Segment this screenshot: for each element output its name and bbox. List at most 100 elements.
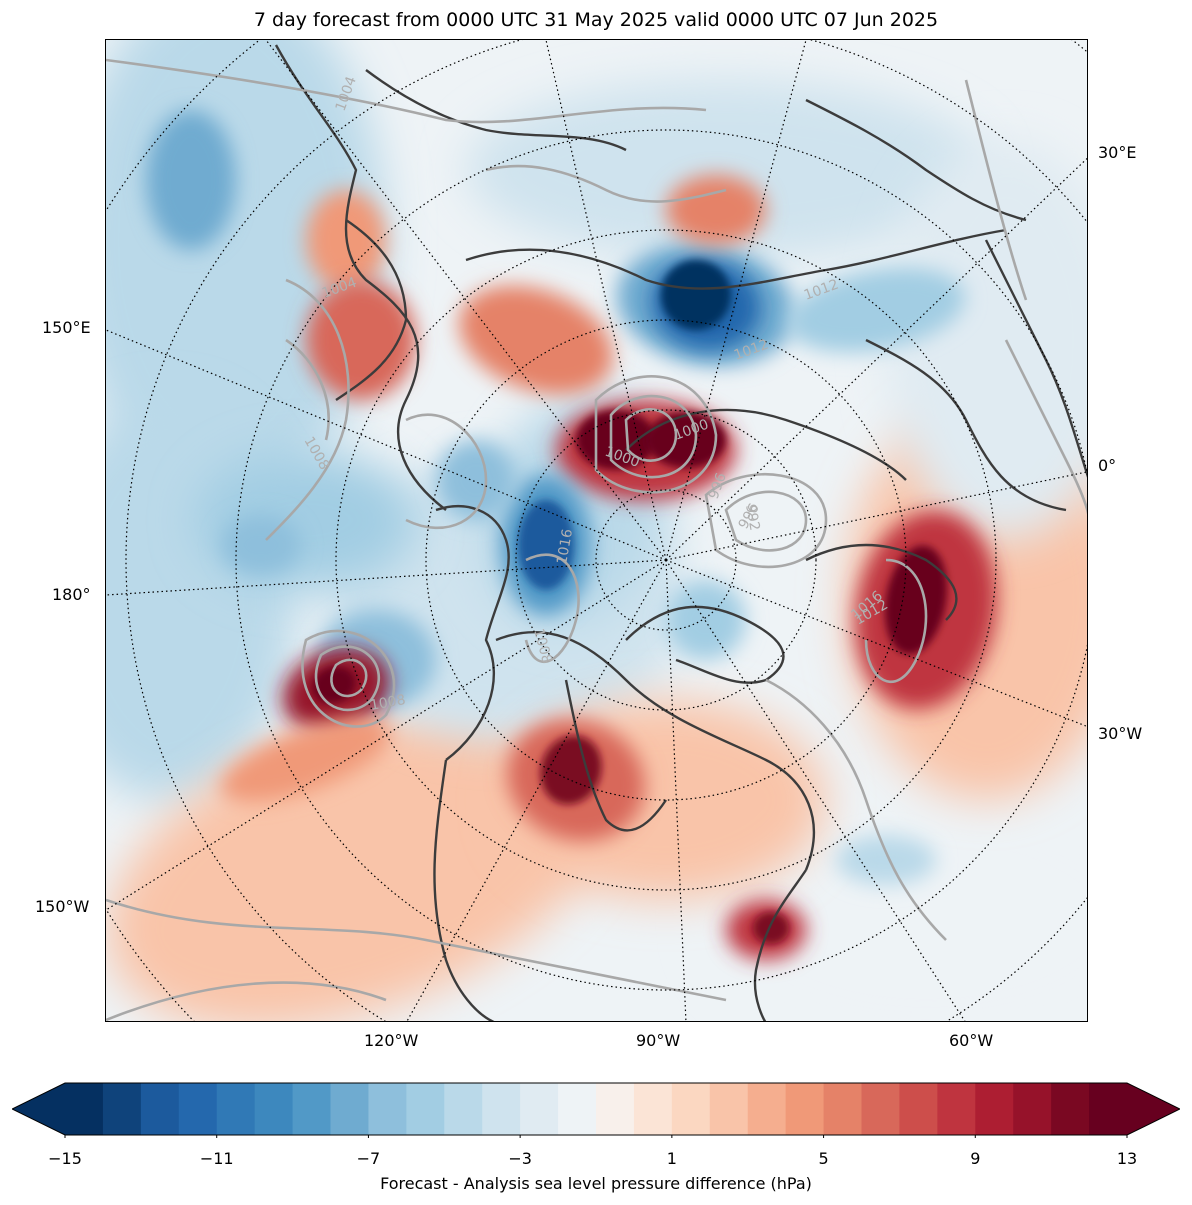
- colorbar-segment: [368, 1083, 407, 1135]
- colorbar-segment: [482, 1083, 521, 1135]
- coastline: [435, 505, 510, 761]
- isobar: [485, 164, 727, 203]
- positive-anomaly: [458, 285, 614, 395]
- colorbar-segment: [899, 1083, 938, 1135]
- meridian: [665, 559, 687, 1021]
- colorbar-segment: [216, 1083, 256, 1135]
- coastline: [805, 543, 958, 621]
- isobar: [330, 658, 368, 698]
- positive-anomaly: [306, 280, 416, 400]
- colorbar-segment: [1051, 1083, 1090, 1135]
- coastline: [495, 631, 816, 871]
- isobar: [524, 553, 580, 664]
- positive-anomaly: [312, 666, 356, 704]
- coastline: [984, 239, 1087, 478]
- latitude-circle: [335, 229, 997, 891]
- isobar: [285, 338, 330, 441]
- meridian: [106, 559, 667, 911]
- negative-anomaly: [661, 260, 731, 330]
- colorbar-tick-label: 9: [970, 1149, 981, 1168]
- negative-anomaly: [436, 440, 516, 520]
- negative-anomaly: [706, 800, 1087, 1021]
- isobar: [964, 79, 1028, 301]
- latitude-circle: [235, 129, 1087, 991]
- colorbar-segment: [1013, 1083, 1052, 1135]
- colorbar-segment: [178, 1083, 218, 1135]
- isobar: [594, 375, 718, 494]
- lon-label-60w: 60°W: [949, 1031, 994, 1050]
- isobars: [106, 58, 1087, 1021]
- colorbar-segment: [975, 1083, 1014, 1135]
- coastline: [625, 408, 907, 481]
- isobar: [724, 490, 808, 552]
- positive-anomaly: [646, 412, 726, 468]
- colorbar-segment: [633, 1083, 673, 1135]
- colorbar-segments: [65, 1083, 1128, 1135]
- colorbar-tick-label: −11: [199, 1149, 234, 1168]
- chart-title: 7 day forecast from 0000 UTC 31 May 2025…: [253, 9, 939, 31]
- graticule: [106, 40, 1087, 1021]
- isobar: [106, 898, 727, 1002]
- colorbar-segment: [671, 1083, 711, 1135]
- lon-label-30e: 30°E: [1098, 143, 1137, 162]
- coastline: [274, 44, 447, 511]
- colorbar-tick-label: 5: [818, 1149, 829, 1168]
- meridian: [665, 559, 966, 1021]
- polar-map[interactable]: 1004 1004 1008 1008 1012 1012 1016 1016 1000 1000…: [105, 39, 1088, 1022]
- colorbar-segment: [747, 1083, 787, 1135]
- positive-anomaly: [220, 718, 392, 802]
- meridian: [665, 157, 1087, 561]
- colorbar-segment: [785, 1083, 825, 1135]
- negative-anomaly: [666, 580, 746, 660]
- colorbar-over-triangle: [1127, 1083, 1180, 1135]
- colorbar-tick-label: −3: [508, 1149, 532, 1168]
- lon-label-150e: 150°E: [42, 318, 91, 337]
- colorbar-tick-label: 13: [1116, 1149, 1138, 1168]
- isobar: [314, 645, 380, 712]
- isobar-label: 992: [742, 503, 762, 532]
- meridian: [406, 559, 667, 1021]
- colorbar-label: Forecast - Analysis sea level pressure d…: [380, 1174, 812, 1193]
- coastline: [365, 69, 627, 152]
- lon-label-150w: 150°W: [35, 897, 90, 916]
- isobar: [106, 981, 387, 1021]
- colorbar-tick-marks: [64, 1135, 1128, 1138]
- map-canvas: 1004100410081008101210121016101610001000…: [106, 40, 1087, 1021]
- lon-label-90w: 90°W: [636, 1031, 681, 1050]
- lon-label-0: 0°: [1098, 456, 1117, 475]
- negative-anomaly: [221, 515, 301, 575]
- colorbar-segment: [558, 1083, 597, 1135]
- colorbar-tick-label: −15: [48, 1149, 82, 1168]
- isobar: [1004, 339, 1087, 515]
- coastline: [625, 605, 785, 684]
- colorbar-segment: [330, 1083, 370, 1135]
- lon-label-120w: 120°W: [364, 1031, 419, 1050]
- isobar: [624, 408, 678, 462]
- coastline: [465, 228, 1007, 290]
- colorbar-segment: [823, 1083, 863, 1135]
- isobar: [405, 413, 488, 530]
- meridian: [545, 40, 667, 561]
- coastlines: [274, 44, 1087, 1021]
- coastline: [335, 219, 408, 401]
- colorbar-segment: [709, 1083, 749, 1135]
- latitude-circle: [595, 489, 737, 631]
- colorbar-segment: [292, 1083, 332, 1135]
- colorbar-segment: [254, 1083, 294, 1135]
- meridian: [106, 329, 667, 561]
- negative-anomaly: [836, 835, 936, 885]
- meridian: [265, 40, 667, 561]
- isobar-label: 1008: [369, 692, 407, 714]
- latitude-circle: [515, 409, 817, 711]
- isobar: [106, 58, 707, 124]
- isobar: [765, 678, 947, 941]
- meridian: [665, 559, 1087, 728]
- lon-label-180: 180°: [52, 585, 91, 604]
- negative-anomaly: [196, 450, 416, 590]
- colorbar-segment: [1089, 1083, 1128, 1135]
- negative-anomaly: [886, 140, 1087, 540]
- colorbar-segment: [520, 1083, 559, 1135]
- coastline: [753, 869, 807, 1021]
- pressure-anomaly-field: [106, 40, 1087, 1021]
- coastline: [433, 759, 495, 1021]
